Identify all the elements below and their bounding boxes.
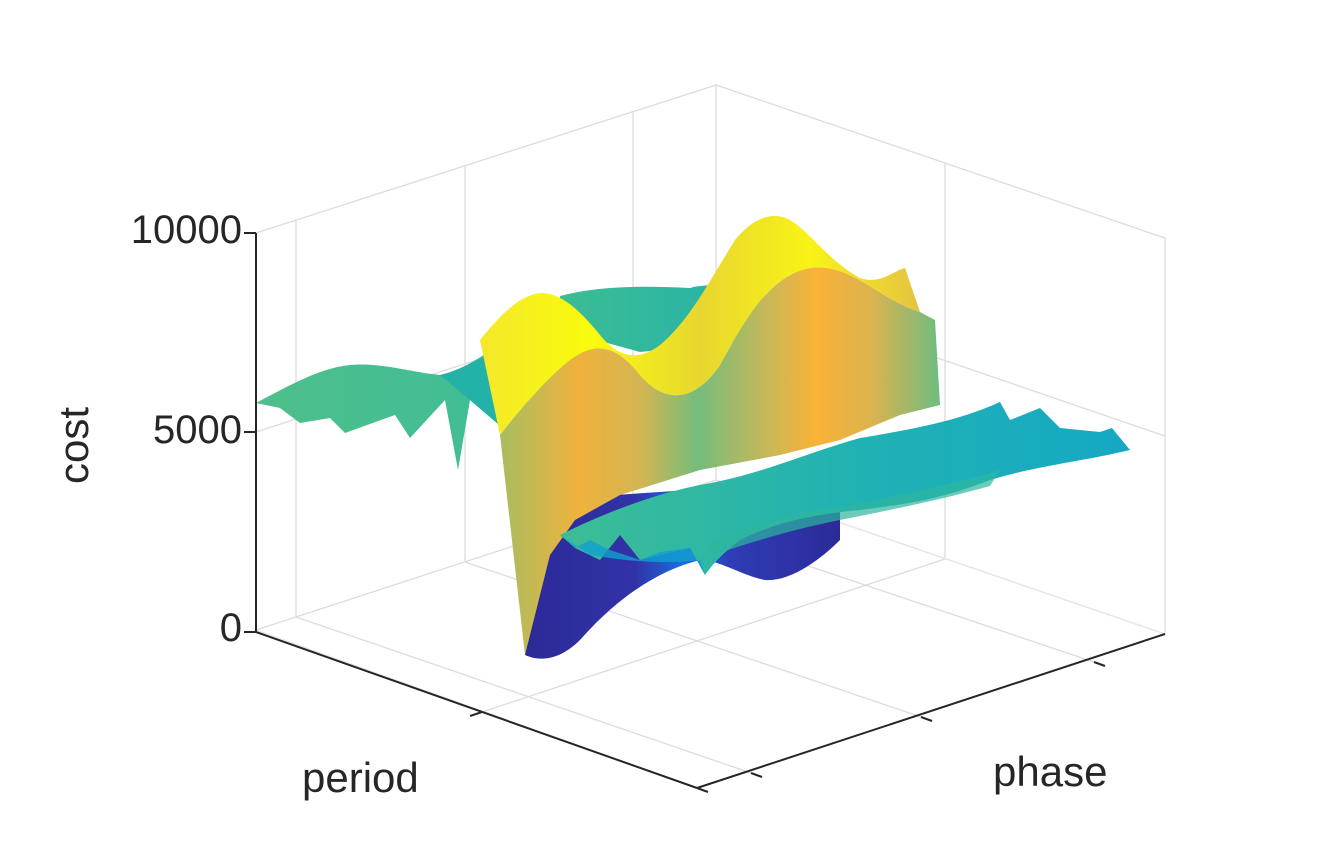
z-tick-0: 0 bbox=[219, 606, 242, 650]
z-tick-5000: 5000 bbox=[153, 408, 242, 452]
period-axis-line bbox=[255, 631, 698, 789]
y-axis-label: phase bbox=[993, 748, 1108, 795]
axes-lines bbox=[244, 232, 1166, 793]
surface-ridge-top bbox=[480, 216, 920, 435]
surface-front-plateau bbox=[560, 402, 1130, 575]
surface-ridge-front bbox=[500, 267, 940, 655]
phase-axis-line bbox=[696, 633, 1166, 789]
surface bbox=[256, 216, 1130, 659]
x-axis-label: period bbox=[302, 754, 419, 801]
z-axis-label: cost bbox=[50, 406, 97, 484]
z-tick-10000: 10000 bbox=[130, 208, 242, 252]
